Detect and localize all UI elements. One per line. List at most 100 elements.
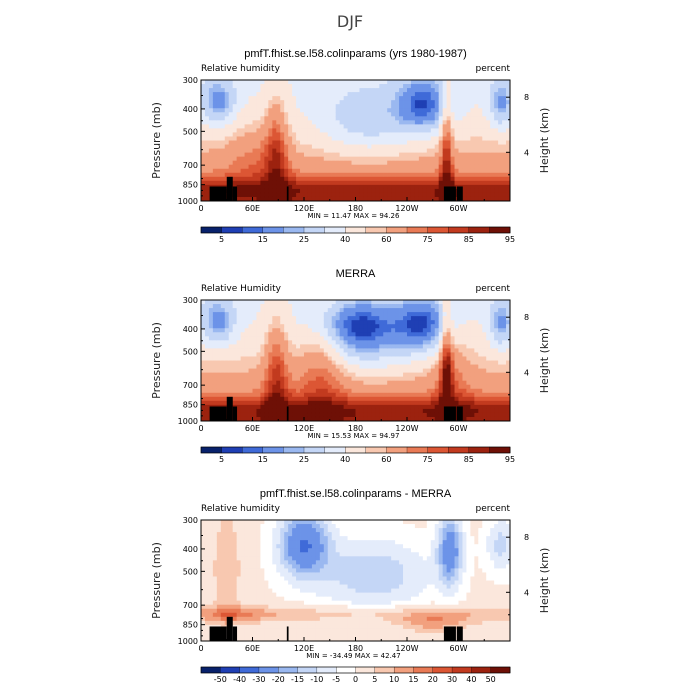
heatmap-cell [276, 152, 281, 158]
heatmap-cell [486, 316, 491, 321]
heatmap-cell [494, 80, 499, 85]
heatmap-cell [268, 120, 273, 125]
heatmap-cell [272, 132, 277, 137]
heatmap-cell [383, 304, 388, 309]
heatmap-cell [327, 108, 333, 113]
heatmap-cell [315, 152, 321, 158]
heatmap-cell [339, 88, 345, 93]
heatmap-cell [323, 172, 329, 178]
heatmap-cell [311, 416, 317, 422]
heatmap-cell [371, 116, 376, 121]
heatmap-cell [446, 300, 451, 305]
heatmap-cell [208, 348, 214, 353]
heatmap-cell [260, 364, 265, 369]
heatmap-cell [506, 88, 511, 93]
heatmap-cell [343, 80, 348, 85]
heatmap-cell [232, 312, 238, 317]
heatmap-cell [201, 368, 206, 373]
heatmap-cell [474, 368, 479, 373]
heatmap-cell [335, 328, 341, 333]
heatmap-cell [478, 96, 483, 101]
heatmap-cell [296, 408, 301, 414]
heatmap-cell [490, 100, 495, 105]
heatmap-cell [418, 336, 424, 341]
heatmap-cell [478, 376, 483, 382]
heatmap-cell [204, 152, 210, 158]
heatmap-cell [331, 392, 337, 398]
heatmap-cell [347, 372, 352, 378]
heatmap-cell [383, 132, 388, 137]
heatmap-cell [292, 80, 297, 85]
heatmap-cell [470, 184, 475, 190]
heatmap-cell [407, 164, 412, 170]
heatmap-cell [311, 196, 317, 202]
heatmap-cell [434, 164, 440, 170]
heatmap-cell [506, 140, 511, 145]
heatmap-cell [458, 380, 463, 386]
heatmap-cell [288, 344, 293, 349]
heatmap-cell [300, 168, 305, 174]
heatmap-cell [304, 320, 309, 325]
heatmap-cell [236, 392, 242, 398]
heatmap-cell [204, 164, 210, 170]
heatmap-cell [494, 368, 499, 373]
heatmap-cell [438, 104, 444, 109]
heatmap-cell [391, 332, 396, 337]
heatmap-cell [454, 304, 459, 309]
heatmap-cell [418, 396, 424, 402]
heatmap-cell [399, 380, 404, 386]
heatmap-cell [220, 152, 226, 158]
heatmap-cell [212, 532, 218, 537]
heatmap-cell [224, 316, 230, 321]
heatmap-cell [486, 100, 491, 105]
heatmap-cell [280, 168, 285, 174]
heatmap-cell [232, 132, 238, 137]
heatmap-cell [280, 392, 285, 398]
heatmap-cell [319, 352, 325, 357]
heatmap-cell [323, 360, 329, 365]
heatmap-cell [407, 408, 412, 414]
heatmap-cell [300, 328, 305, 333]
heatmap-cell [403, 180, 408, 186]
heatmap-cell [335, 392, 341, 398]
heatmap-cell [422, 104, 428, 109]
heatmap-cell [407, 376, 412, 382]
heatmap-cell [201, 336, 206, 341]
heatmap-cell [280, 196, 285, 202]
heatmap-cell [438, 84, 444, 89]
heatmap-cell [399, 140, 404, 145]
heatmap-cell [311, 300, 317, 305]
heatmap-cell [363, 192, 368, 198]
heatmap-cell [335, 128, 341, 133]
heatmap-cell [434, 312, 440, 317]
heatmap-cell [438, 80, 444, 85]
heatmap-cell [363, 316, 368, 321]
heatmap-cell [458, 160, 463, 166]
heatmap-cell [418, 328, 424, 333]
heatmap-cell [201, 372, 206, 378]
heatmap-cell [296, 416, 301, 422]
heatmap-cell [478, 80, 483, 85]
heatmap-cell [288, 408, 293, 414]
heatmap-cell [359, 192, 364, 198]
heatmap-cell [379, 348, 384, 353]
heatmap-cell [375, 352, 380, 357]
heatmap-cell [311, 180, 317, 186]
heatmap-cell [399, 368, 404, 373]
heatmap-cell [331, 388, 337, 394]
heatmap-cell [395, 316, 400, 321]
heatmap-cell [383, 316, 388, 321]
heatmap-cell [224, 372, 230, 378]
heatmap-cell [355, 380, 360, 386]
heatmap-cell [482, 164, 487, 170]
heatmap-cell [470, 384, 475, 390]
heatmap-cell [220, 96, 226, 101]
heatmap-cell [355, 128, 360, 133]
heatmap-cell [371, 364, 376, 369]
colorbar-swatch [386, 446, 408, 454]
heatmap-cell [292, 104, 297, 109]
heatmap-cell [403, 156, 408, 162]
heatmap-cell [395, 184, 400, 190]
heatmap-cell [256, 160, 261, 166]
heatmap-cell [363, 300, 368, 305]
